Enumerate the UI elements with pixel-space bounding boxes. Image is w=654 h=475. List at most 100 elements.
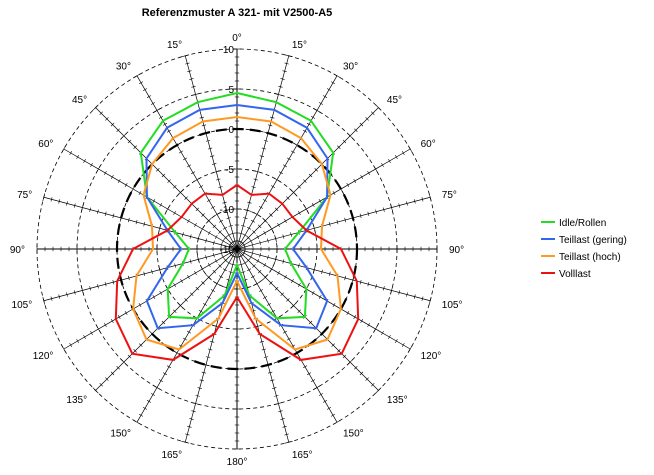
spoke-5 bbox=[236, 196, 431, 250]
tick-1-22 bbox=[280, 78, 285, 80]
tick-3-20 bbox=[347, 132, 354, 139]
tick-20-18 bbox=[110, 174, 114, 180]
polar-grid bbox=[36, 48, 438, 450]
tick-16-9 bbox=[173, 282, 177, 288]
tick-19-10 bbox=[158, 224, 162, 233]
tick-16-25 bbox=[61, 345, 67, 353]
spoke-21 bbox=[95, 107, 238, 250]
tick-17-17 bbox=[104, 281, 107, 287]
tick-16-3 bbox=[214, 258, 218, 264]
tick-8-19 bbox=[367, 322, 370, 328]
tick-19-5 bbox=[197, 234, 200, 243]
tick-13-15 bbox=[202, 363, 210, 367]
tick-8-20 bbox=[373, 325, 378, 333]
tick-4-18 bbox=[360, 174, 364, 180]
tick-21-12 bbox=[167, 179, 171, 183]
tick-21-3 bbox=[218, 230, 222, 234]
tick-8-5 bbox=[269, 265, 274, 273]
tick-23-5 bbox=[222, 209, 231, 212]
tick-16-22 bbox=[83, 334, 86, 340]
tick-22-25 bbox=[133, 73, 141, 79]
tick-23-4 bbox=[226, 217, 231, 219]
tick-19-12 bbox=[143, 221, 146, 227]
tick-3-13 bbox=[308, 173, 313, 178]
tick-20-4 bbox=[207, 230, 211, 236]
tick-20-24 bbox=[69, 150, 73, 156]
tick-5-20 bbox=[390, 203, 393, 212]
tick-1-10 bbox=[253, 170, 262, 174]
tick-9-3 bbox=[252, 264, 256, 268]
tick-19-18 bbox=[97, 209, 99, 214]
tick-16-18 bbox=[110, 318, 114, 324]
tick-2-5 bbox=[253, 212, 261, 217]
tick-7-24 bbox=[421, 296, 424, 301]
tick-11-12 bbox=[259, 340, 265, 343]
tick-17-18 bbox=[97, 284, 99, 289]
tick-1-2 bbox=[238, 232, 244, 235]
tick-15-4 bbox=[212, 269, 217, 274]
tick-1-5 bbox=[243, 209, 252, 212]
tick-11-13 bbox=[261, 348, 267, 351]
tick-8-6 bbox=[277, 270, 280, 276]
tick-15-23 bbox=[105, 377, 109, 381]
tick-11-24 bbox=[284, 433, 289, 436]
legend-label: Teillast (hoch) bbox=[559, 252, 621, 263]
tick-10-23 bbox=[326, 406, 332, 410]
tick-17-14 bbox=[127, 275, 130, 281]
tick-20-11 bbox=[159, 202, 163, 208]
tick-14-6 bbox=[210, 289, 216, 292]
tick-17-8 bbox=[174, 263, 177, 268]
angle-label: 0° bbox=[232, 33, 242, 44]
tick-22-21 bbox=[150, 102, 156, 105]
tick-10-5 bbox=[253, 281, 261, 286]
tick-3-23 bbox=[365, 117, 369, 121]
angle-label: 15° bbox=[292, 40, 307, 51]
tick-19-25 bbox=[42, 193, 46, 202]
tick-19-20 bbox=[81, 203, 84, 212]
tick-5-17 bbox=[367, 211, 370, 217]
spoke-23 bbox=[184, 55, 238, 250]
tick-1-16 bbox=[267, 124, 273, 127]
tick-9-7 bbox=[274, 286, 279, 291]
tick-10-15 bbox=[293, 350, 301, 356]
tick-13-16 bbox=[201, 371, 207, 374]
tick-14-3 bbox=[222, 268, 228, 272]
tick-21-4 bbox=[212, 224, 217, 229]
tick-17-11 bbox=[151, 269, 153, 274]
tick-17-25 bbox=[42, 296, 46, 305]
tick-5-23 bbox=[413, 199, 416, 204]
tick-11-3 bbox=[241, 271, 246, 274]
tick-4-6 bbox=[277, 222, 280, 228]
tick-4-21 bbox=[381, 162, 384, 168]
tick-11-23 bbox=[282, 425, 287, 428]
tick-10-8 bbox=[266, 303, 272, 306]
tick-1-21 bbox=[278, 85, 283, 88]
tick-4-15 bbox=[338, 185, 344, 193]
legend-label: Volllast bbox=[559, 269, 591, 280]
tick-20-5 bbox=[200, 225, 205, 233]
tick-2-10 bbox=[273, 177, 281, 182]
tick-5-2 bbox=[251, 242, 254, 248]
tick-13-24 bbox=[185, 433, 190, 436]
legend-label: Idle/Rollen bbox=[559, 218, 606, 229]
tick-5-24 bbox=[421, 197, 424, 202]
tick-8-4 bbox=[263, 262, 267, 268]
tick-10-17 bbox=[302, 365, 308, 369]
spoke-3 bbox=[236, 107, 379, 250]
tick-15-24 bbox=[99, 382, 104, 387]
tick-7-21 bbox=[398, 290, 401, 295]
tick-13-20 bbox=[191, 402, 200, 405]
tick-5-15 bbox=[351, 214, 355, 222]
tick-8-3 bbox=[256, 258, 260, 264]
tick-16-6 bbox=[194, 270, 197, 276]
tick-17-22 bbox=[66, 292, 68, 297]
tick-2-9 bbox=[270, 185, 276, 189]
tick-2-23 bbox=[326, 88, 332, 92]
tick-20-21 bbox=[90, 162, 93, 168]
tick-15-18 bbox=[133, 349, 137, 353]
tick-15-9 bbox=[184, 298, 188, 302]
tick-14-20 bbox=[153, 385, 161, 390]
legend: Idle/Rollen Teillast (gering) Teillast (ho… bbox=[541, 218, 627, 280]
tick-5-5 bbox=[274, 234, 277, 243]
